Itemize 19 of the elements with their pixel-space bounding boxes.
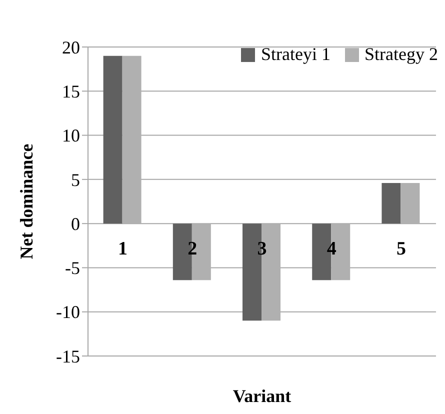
y-tick-label: 0	[71, 214, 80, 234]
y-tick-label: -15	[56, 346, 80, 366]
bar	[382, 182, 401, 224]
y-tick-label: 10	[62, 126, 80, 146]
y-tick-label: -10	[56, 302, 80, 322]
y-axis-title: Net dominance	[16, 144, 36, 260]
bar	[103, 56, 122, 224]
legend-label: Strategy 2	[364, 44, 438, 65]
legend-label: Strateyi 1	[260, 44, 330, 65]
x-tick-label: 3	[257, 238, 267, 260]
x-tick-label: 4	[326, 238, 337, 260]
y-tick-label: 15	[62, 82, 80, 102]
x-tick-label: 2	[188, 238, 198, 260]
y-tick-label: -5	[65, 258, 80, 278]
y-tick-label: 20	[62, 37, 80, 58]
x-axis-title: Variant	[232, 386, 292, 406]
x-tick-label: 5	[396, 238, 406, 260]
x-tick-label: 1	[118, 238, 128, 260]
y-tick-label: 5	[71, 170, 80, 190]
